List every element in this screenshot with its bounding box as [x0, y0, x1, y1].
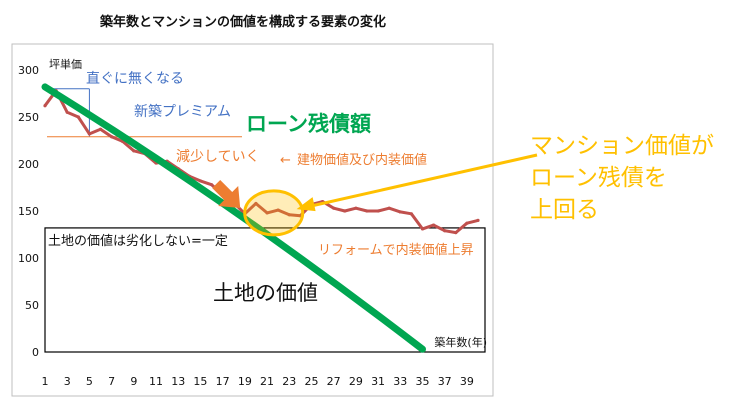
- value-point: [287, 213, 291, 217]
- x-tick-label: 39: [460, 375, 474, 388]
- crossover-highlight: [243, 189, 305, 237]
- annotation-building-arrow: ←: [280, 153, 291, 168]
- value-point: [343, 209, 347, 213]
- value-point: [443, 229, 447, 233]
- annotation-loan-balance: ローン残債額: [246, 112, 371, 136]
- decline-arrow-icon: [212, 179, 241, 208]
- x-tick-label: 15: [193, 375, 207, 388]
- series-line-apartment-value: [43, 89, 479, 235]
- callout-line-2: ローン残債を: [530, 165, 667, 191]
- value-point: [354, 206, 358, 210]
- x-tick-label: 7: [108, 375, 115, 388]
- y-tick-label: 200: [18, 158, 39, 171]
- land-value-box: [44, 227, 486, 353]
- value-point: [476, 218, 480, 222]
- value-point: [132, 149, 136, 153]
- x-tick-label: 9: [130, 375, 137, 388]
- x-tick-label: 1: [42, 375, 49, 388]
- annotation-land-value: 土地の価値: [213, 281, 318, 305]
- value-point: [76, 115, 80, 119]
- x-tick-label: 11: [149, 375, 163, 388]
- y-tick-label: 300: [18, 64, 39, 77]
- x-tick-label: 23: [282, 375, 296, 388]
- x-axis-ticks: 1 3 5 7 9 11 13 15 17 19 21 23 25 27 29 31 33 35 37 39: [42, 375, 474, 388]
- annotation-direct-loss: 直ぐに無くなる: [86, 70, 184, 87]
- chart-frame: [11, 43, 494, 397]
- y-tick-label: 250: [18, 111, 39, 124]
- x-tick-label: 33: [393, 375, 407, 388]
- value-point: [387, 206, 391, 210]
- x-tick-label: 17: [216, 375, 230, 388]
- value-point: [209, 183, 214, 187]
- annotation-reform: リフォームで内装価値上昇: [318, 242, 474, 258]
- x-tick-label: 21: [260, 375, 274, 388]
- x-tick-label: 29: [349, 375, 363, 388]
- x-tick-label: 31: [371, 375, 385, 388]
- x-tick-label: 3: [64, 375, 71, 388]
- callout-arrow-line: [310, 153, 538, 208]
- annotation-building-interior-value: 建物価値及び内装価値: [297, 152, 427, 168]
- value-point: [65, 110, 69, 114]
- value-point: [276, 208, 280, 212]
- value-point: [87, 132, 92, 136]
- value-point: [398, 210, 402, 214]
- y-axis-label: 坪単価: [49, 57, 82, 71]
- value-point: [454, 231, 458, 235]
- x-tick-label: 19: [238, 375, 252, 388]
- value-point: [43, 104, 47, 108]
- value-point: [376, 209, 380, 213]
- value-point: [254, 201, 258, 206]
- value-point: [98, 127, 103, 131]
- chart-title: 築年数とマンションの価値を構成する要素の変化: [99, 14, 386, 30]
- x-tick-label: 5: [86, 375, 93, 388]
- callout-line-1: マンション価値が: [530, 133, 714, 159]
- callout-line-3: 上回る: [530, 197, 599, 223]
- x-tick-label: 35: [415, 375, 429, 388]
- y-tick-label: 150: [18, 205, 39, 218]
- value-point: [420, 227, 425, 231]
- y-axis-ticks: 0 50 100 150 200 250 300: [18, 64, 39, 359]
- value-point: [365, 209, 369, 213]
- value-point: [332, 206, 336, 210]
- value-point: [465, 221, 469, 225]
- y-tick-label: 0: [32, 346, 39, 359]
- x-axis-label: 築年数(年): [434, 335, 487, 349]
- y-tick-label: 50: [25, 299, 39, 312]
- y-tick-label: 100: [18, 252, 39, 265]
- value-point: [110, 135, 114, 139]
- value-point: [409, 212, 413, 216]
- annotation-new-premium: 新築プレミアム: [134, 104, 231, 120]
- x-tick-label: 37: [438, 375, 452, 388]
- annotation-land-constant: 土地の価値は劣化しない=一定: [48, 233, 228, 249]
- value-point: [198, 179, 203, 183]
- value-point: [265, 211, 269, 215]
- series-line-loan-balance: [41, 83, 426, 353]
- value-point: [431, 223, 436, 227]
- x-tick-label: 25: [304, 375, 318, 388]
- x-tick-label: 27: [327, 375, 341, 388]
- callout-arrow-head-icon: [296, 197, 316, 212]
- x-tick-label: 13: [171, 375, 185, 388]
- annotation-decreasing: 減少していく: [176, 148, 260, 165]
